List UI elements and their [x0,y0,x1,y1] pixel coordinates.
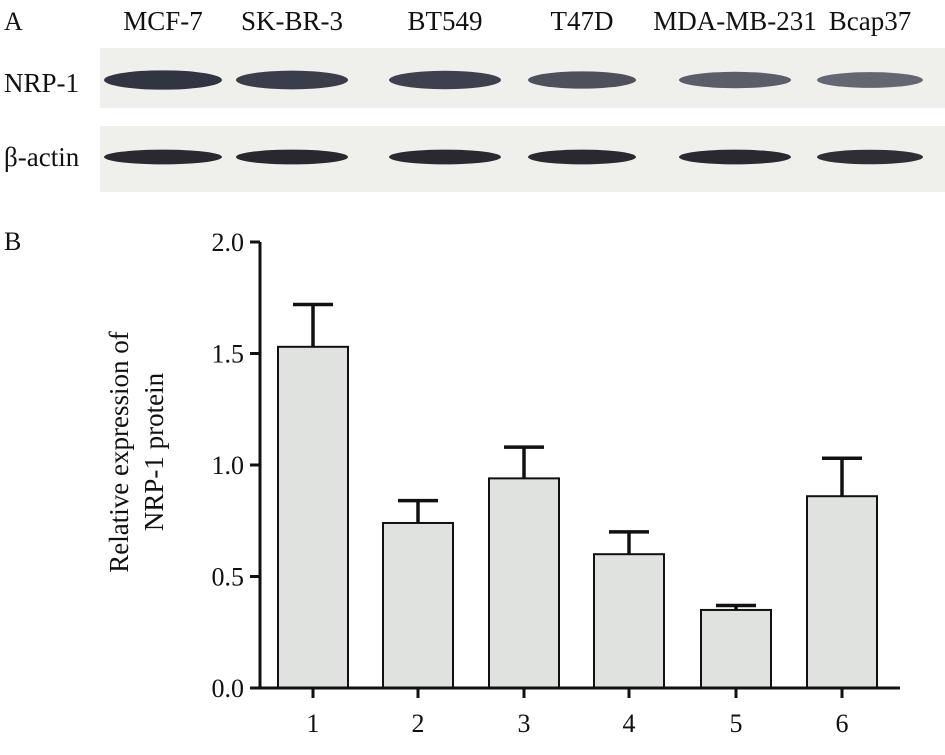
blot-band [679,149,791,165]
x-tick-label: 3 [518,709,531,738]
y-tick-label: 0.0 [212,674,245,703]
lane-label: MCF-7 [123,6,203,36]
x-tick-label: 1 [307,709,320,738]
x-ticks: 1 2 3 4 5 6 [307,688,849,738]
lane-labels: MCF-7 SK-BR-3 BT549 T47D MDA-MB-231 Bcap37 [123,6,911,36]
bar [382,521,454,689]
error-bars [293,302,862,610]
bar [277,345,349,689]
x-tick-label: 2 [412,709,425,738]
blot-band [236,70,348,90]
blot-band [236,149,348,165]
blot-band [104,149,222,165]
blot-band [389,149,501,165]
y-tick-label: 2.0 [212,228,245,257]
axes [258,242,900,690]
blot-band [679,71,791,89]
lane-label: Bcap37 [829,6,911,36]
y-tick-label: 1.5 [212,340,245,369]
y-tick-label: 0.5 [212,563,245,592]
lane-label: BT549 [407,6,482,36]
blot-band [817,72,923,88]
bar [700,608,772,690]
blot-rows: NRP-1 β-actin [4,48,945,192]
lane-label: T47D [551,6,614,36]
y-tick-label: 1.0 [212,451,245,480]
blot-band [817,149,923,165]
y-axis-label-line-2: NRP-1 protein [139,372,169,531]
x-tick-label: 6 [836,709,849,738]
western-blot-panel: A MCF-7 SK-BR-3 BT549 T47D MDA-MB-231 Bcap37 … [4,6,945,192]
lane-label: MDA-MB-231 [653,6,817,36]
blot-band [104,70,222,90]
bar [488,477,560,689]
x-tick-label: 4 [623,709,636,738]
y-axis-label-line-1: Relative expression of [104,331,134,572]
blot-band [389,70,501,90]
blot-row-background [100,126,945,192]
x-tick-label: 5 [730,709,743,738]
blot-band [528,149,636,165]
bar [593,553,665,690]
blot-row-label: NRP-1 [4,68,79,98]
bar-chart-panel: B Relative expression of NRP-1 protein 0… [4,227,900,738]
blot-row-background [100,48,945,108]
bar [806,495,878,689]
lane-label: SK-BR-3 [241,6,343,36]
panel-a-label: A [4,7,23,36]
y-ticks: 0.0 0.5 1.0 1.5 2.0 [212,228,260,703]
bars [277,345,878,690]
panel-b-label: B [4,227,21,256]
blot-row-label: β-actin [4,142,80,172]
blot-band [528,71,636,89]
